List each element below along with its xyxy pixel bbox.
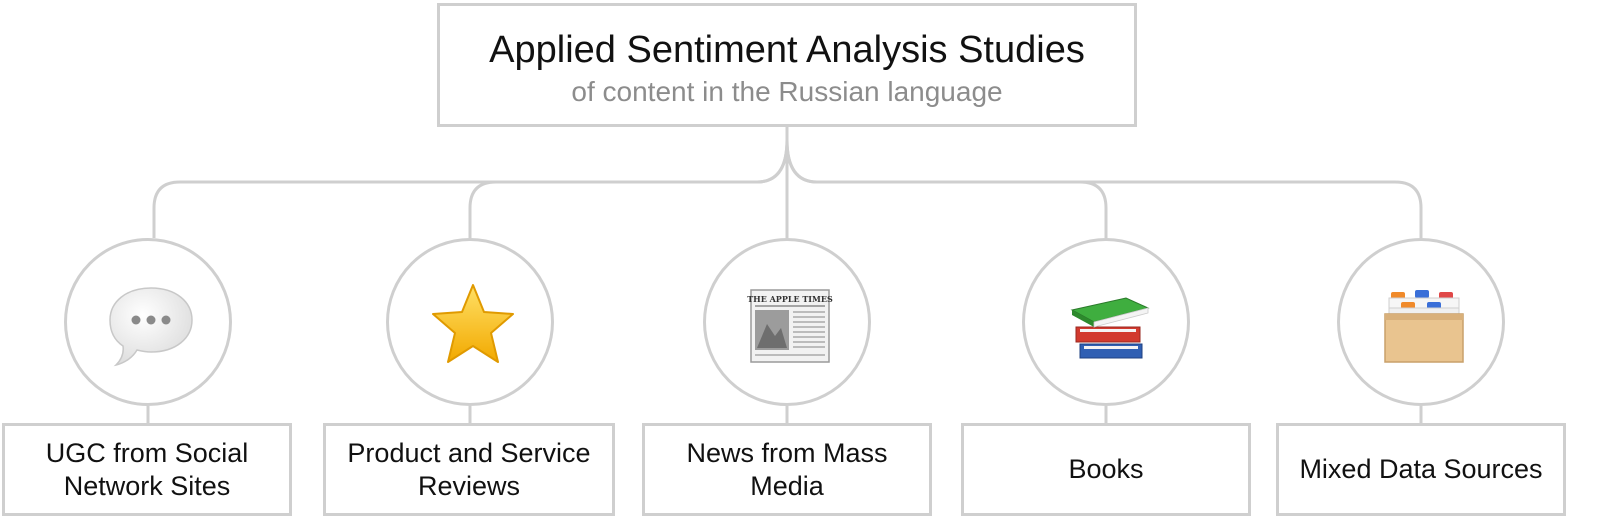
category-icon-circle-mixed [1337, 238, 1505, 406]
newspaper-masthead: THE APPLE TIMES [747, 294, 833, 304]
category-box-books: Books [961, 423, 1251, 516]
category-box-news: News from Mass Media [642, 423, 932, 516]
newspaper-icon: THE APPLE TIMES [747, 289, 833, 363]
category-icon-circle-ugc [64, 238, 232, 406]
category-box-mixed: Mixed Data Sources [1276, 423, 1566, 516]
category-icon-circle-books [1022, 238, 1190, 406]
connector-branch-4 [785, 139, 1108, 238]
category-label-news: News from Mass Media [686, 437, 888, 501]
category-label-reviews: Product and Service Reviews [347, 437, 591, 501]
card-file-box-icon [1384, 290, 1464, 363]
books-icon [1070, 297, 1150, 359]
root-title: Applied Sentiment Analysis Studies [489, 29, 1085, 71]
category-box-ugc: UGC from Social Network Sites [2, 423, 292, 516]
category-box-reviews: Product and Service Reviews [323, 423, 615, 516]
category-label-ugc: UGC from Social Network Sites [45, 437, 249, 501]
root-node: Applied Sentiment Analysis Studies of co… [437, 3, 1137, 127]
connector-branch-5 [785, 139, 1423, 238]
speech-bubble-icon [109, 287, 193, 367]
category-icon-circle-reviews [386, 238, 554, 406]
connector-branch-2 [468, 139, 789, 238]
category-icon-circle-news: THE APPLE TIMES [703, 238, 871, 406]
category-label-books: Books [1068, 454, 1144, 484]
category-label-mixed: Mixed Data Sources [1299, 454, 1543, 484]
star-icon [432, 284, 514, 363]
root-subtitle: of content in the Russian language [571, 76, 1003, 107]
